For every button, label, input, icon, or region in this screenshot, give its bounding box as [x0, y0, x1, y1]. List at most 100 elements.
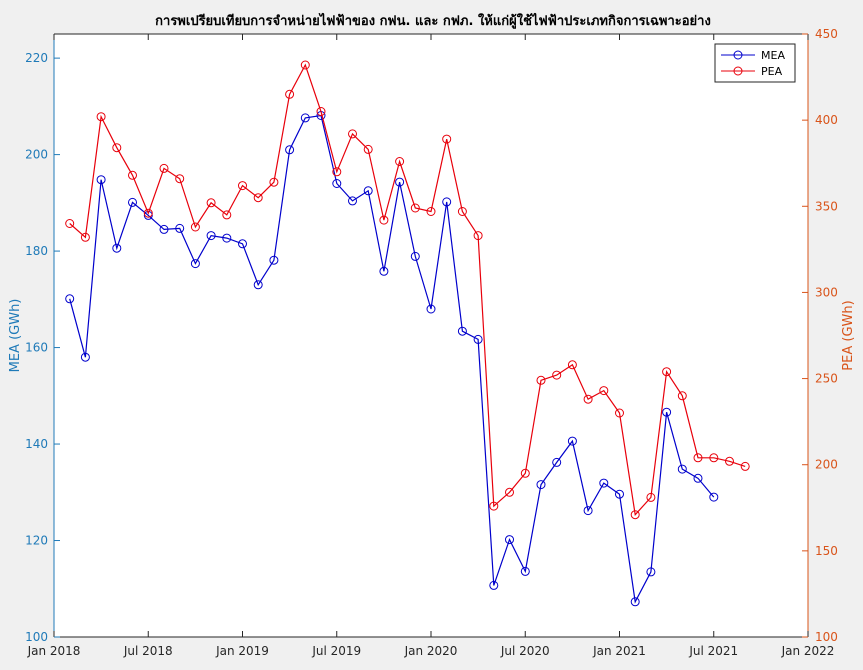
- point-pea: [599, 386, 609, 396]
- y-right-tick-label: 100: [815, 630, 838, 644]
- x-tick-label: Jan 2022: [781, 644, 835, 658]
- y-left-tick-label: 100: [25, 630, 48, 644]
- point-pea: [709, 453, 719, 463]
- y-right-tick-label: 250: [815, 372, 838, 386]
- x-tick-label: Jan 2021: [592, 644, 646, 658]
- point-mea: [175, 223, 185, 233]
- point-mea: [112, 243, 122, 253]
- legend-label-pea: PEA: [761, 65, 783, 78]
- point-pea: [143, 208, 153, 218]
- y-left-tick-label: 140: [25, 437, 48, 451]
- point-mea: [395, 177, 405, 187]
- y-left-tick-label: 200: [25, 148, 48, 162]
- y-left-tick-label: 160: [25, 341, 48, 355]
- point-pea: [65, 219, 75, 228]
- plot-area: [54, 34, 808, 637]
- chart-title: การพเปรียบเทียบการจำหน่ายไฟฟ้าของ กฟน. แ…: [155, 12, 711, 29]
- point-mea: [80, 352, 90, 362]
- y-right-tick-label: 350: [815, 199, 838, 213]
- point-mea: [253, 280, 263, 290]
- point-pea: [128, 170, 137, 180]
- point-pea: [489, 501, 499, 511]
- point-pea: [175, 174, 185, 184]
- point-mea: [348, 196, 357, 206]
- point-pea: [190, 222, 200, 232]
- point-pea: [677, 391, 687, 401]
- y-left-tick-label: 220: [25, 51, 48, 65]
- point-pea: [646, 492, 656, 502]
- point-pea: [300, 60, 310, 70]
- point-pea: [332, 167, 342, 177]
- x-tick-label: Jan 2020: [404, 644, 458, 658]
- point-mea: [285, 145, 295, 155]
- point-pea: [410, 203, 420, 213]
- point-pea: [363, 144, 373, 154]
- point-pea: [662, 367, 672, 377]
- point-pea: [552, 370, 562, 380]
- point-mea: [552, 457, 562, 467]
- series-line-pea: [69, 63, 746, 517]
- point-mea: [489, 580, 499, 590]
- point-mea: [630, 597, 640, 607]
- point-pea: [725, 456, 734, 466]
- series-layer: [65, 60, 750, 607]
- point-mea: [520, 566, 530, 576]
- point-mea: [269, 255, 279, 265]
- y-right-tick-label: 150: [815, 544, 838, 558]
- y-left-tick-label: 120: [25, 534, 48, 548]
- point-pea: [253, 193, 263, 203]
- point-pea: [112, 143, 122, 153]
- point-pea: [520, 468, 530, 478]
- point-pea: [505, 487, 514, 497]
- point-mea: [238, 239, 247, 249]
- point-mea: [363, 186, 373, 196]
- point-pea: [615, 408, 624, 418]
- y-right-axis-title: PEA (GWh): [841, 300, 856, 370]
- y-right-tick-label: 300: [815, 285, 838, 299]
- point-mea: [65, 294, 75, 304]
- point-pea: [316, 107, 326, 116]
- x-tick-label: Jan 2019: [215, 644, 269, 658]
- point-pea: [426, 207, 436, 216]
- point-mea: [583, 506, 593, 516]
- point-pea: [567, 360, 577, 370]
- point-mea: [677, 464, 687, 474]
- y-right-tick-label: 200: [815, 458, 838, 472]
- point-pea: [206, 198, 216, 208]
- point-pea: [348, 129, 357, 139]
- legend-label-mea: MEA: [761, 49, 785, 62]
- point-pea: [693, 453, 703, 463]
- point-pea: [238, 181, 247, 191]
- point-mea: [536, 480, 546, 490]
- x-tick-label: Jul 2018: [123, 644, 173, 658]
- point-pea: [740, 461, 750, 471]
- point-mea: [615, 489, 624, 499]
- point-pea: [583, 394, 593, 404]
- point-pea: [473, 231, 483, 241]
- point-pea: [395, 157, 405, 166]
- x-tick-label: Jan 2018: [27, 644, 81, 658]
- point-pea: [222, 210, 232, 220]
- point-mea: [567, 436, 577, 446]
- point-pea: [285, 89, 295, 99]
- point-mea: [646, 567, 656, 577]
- point-mea: [379, 266, 389, 276]
- point-mea: [300, 113, 310, 123]
- legend-box: [714, 43, 796, 83]
- point-pea: [536, 375, 546, 385]
- legend-marker-pea: [733, 66, 743, 76]
- y-left-axis-title: MEA (GWh): [8, 299, 23, 373]
- point-mea: [599, 478, 609, 488]
- point-pea: [630, 510, 640, 520]
- point-mea: [662, 407, 672, 417]
- point-mea: [159, 224, 169, 234]
- point-mea: [442, 197, 452, 207]
- x-tick-label: Jul 2020: [500, 644, 550, 658]
- x-tick-label: Jul 2021: [688, 644, 738, 658]
- y-right-tick-label: 450: [815, 27, 838, 41]
- point-pea: [379, 215, 389, 225]
- point-mea: [457, 326, 467, 336]
- point-mea: [206, 231, 216, 241]
- legend: MEA PEA: [714, 43, 796, 83]
